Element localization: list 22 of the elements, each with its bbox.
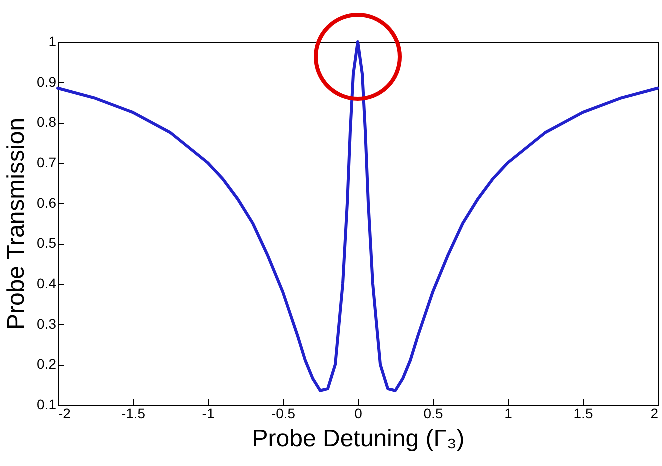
x-tick-label: -0.5 (271, 406, 296, 422)
x-tick-label: -1.5 (121, 406, 146, 422)
y-tick-label: 0.4 (37, 276, 57, 292)
y-tick-label: 0.8 (37, 114, 57, 130)
y-tick-label: 0.5 (37, 235, 57, 252)
x-tick-label: 0 (354, 406, 363, 422)
y-tick-label: 0.9 (37, 74, 57, 90)
line-series (56, 40, 660, 392)
y-tick-label: 0.3 (37, 316, 57, 332)
x-tick-label: 2 (650, 406, 659, 422)
y-tick-label: 0.1 (37, 396, 57, 412)
y-tick-label: 0.2 (37, 356, 57, 372)
y-tick-label: 0.7 (37, 154, 57, 170)
x-tick-label: 0.5 (424, 406, 444, 422)
x-tick-label: 1 (504, 406, 513, 422)
y-tick-label: 1 (48, 34, 57, 50)
y-axis-title: Probe Transmission (3, 118, 30, 330)
x-tick-label: -1 (202, 406, 215, 422)
y-tick-label: 0.6 (37, 194, 57, 211)
x-tick-label: -2 (58, 406, 72, 422)
x-tick-label: 1.5 (574, 406, 594, 422)
x-axis-title: Probe Detuning (Γ₃) (252, 426, 465, 452)
